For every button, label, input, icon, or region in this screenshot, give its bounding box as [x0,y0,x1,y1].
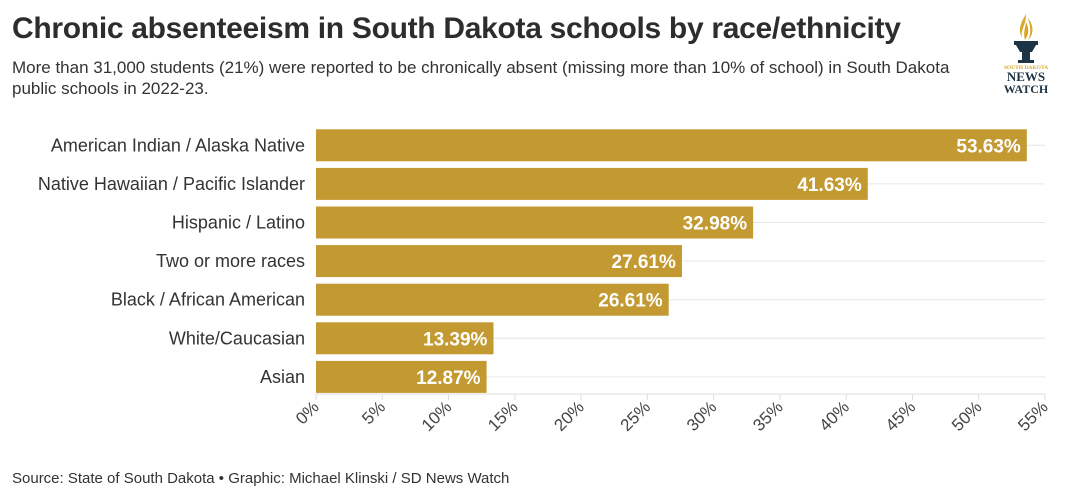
bar [316,129,1027,162]
x-tick-label: 5% [358,397,389,428]
x-tick-label: 20% [550,397,587,434]
category-label: Asian [260,367,305,387]
data-label: 26.61% [598,291,663,312]
x-tick-label: 40% [816,397,853,434]
data-label: 32.98% [683,214,748,235]
sd-news-watch-logo: SOUTH DAKOTA NEWS WATCH [1004,14,1049,96]
data-label: 53.63% [956,136,1021,157]
x-tick-label: 35% [749,397,786,434]
chart-subtitle: More than 31,000 students (21%) were rep… [12,58,950,98]
category-label: White/Caucasian [169,328,305,348]
x-tick-label: 55% [1014,397,1051,434]
svg-text:NEWS: NEWS [1007,69,1045,84]
chart-title: Chronic absenteeism in South Dakota scho… [12,12,901,45]
bar [316,360,487,393]
bar [316,322,494,355]
category-label: Black / African American [111,290,305,310]
bar [316,206,754,239]
x-tick-label: 30% [683,397,720,434]
svg-text:SOUTH DAKOTA: SOUTH DAKOTA [1004,65,1048,71]
category-label: Two or more races [156,251,305,271]
x-tick-label: 15% [484,397,521,434]
svg-text:WATCH: WATCH [1004,82,1049,96]
x-tick-label: 10% [418,397,455,434]
category-label: Native Hawaiian / Pacific Islander [38,174,305,194]
x-tick-label: 25% [617,397,654,434]
bar [316,245,682,278]
data-label: 27.61% [612,252,677,273]
data-label: 41.63% [797,175,862,196]
source-note: Source: State of South Dakota • Graphic:… [12,470,510,487]
x-tick-label: 45% [882,397,919,434]
data-label: 12.87% [416,368,481,389]
data-label: 13.39% [423,329,488,350]
bar-chart: American Indian / Alaska Native 53.63% Nat… [38,129,1052,435]
bar [316,167,868,200]
category-label: Hispanic / Latino [172,213,305,233]
bar [316,283,669,316]
x-tick-label: 0% [292,397,323,428]
category-label: American Indian / Alaska Native [51,135,305,155]
x-tick-label: 50% [948,397,985,434]
